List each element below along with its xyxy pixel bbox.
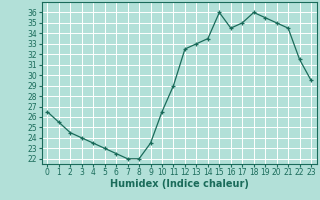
X-axis label: Humidex (Indice chaleur): Humidex (Indice chaleur) bbox=[110, 179, 249, 189]
